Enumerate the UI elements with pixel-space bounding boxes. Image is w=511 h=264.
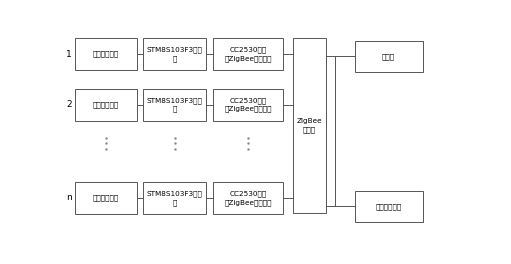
Text: 监测水传感器: 监测水传感器: [92, 51, 119, 57]
Bar: [143, 182, 206, 214]
Text: 数据库服务器: 数据库服务器: [376, 203, 402, 210]
Text: 1: 1: [66, 50, 72, 59]
Bar: [355, 41, 423, 72]
Text: 客户端: 客户端: [382, 53, 395, 60]
Bar: [355, 191, 423, 222]
Text: n: n: [66, 194, 72, 202]
Text: STM8S103F3微处
理: STM8S103F3微处 理: [147, 190, 203, 206]
Text: STM8S103F3微处
理: STM8S103F3微处 理: [147, 97, 203, 112]
Text: ZigBee
协调器: ZigBee 协调器: [297, 118, 322, 133]
Text: 监测水传感器: 监测水传感器: [92, 102, 119, 108]
Text: CC2530底板
（ZigBee子节点）: CC2530底板 （ZigBee子节点）: [224, 46, 272, 62]
Bar: [214, 38, 283, 70]
Bar: [143, 89, 206, 121]
Text: CC2530底板
（ZigBee子节点）: CC2530底板 （ZigBee子节点）: [224, 97, 272, 112]
Bar: [214, 89, 283, 121]
Text: 监测水传感器: 监测水传感器: [92, 195, 119, 201]
Bar: [75, 38, 137, 70]
Bar: [75, 89, 137, 121]
Text: 2: 2: [66, 100, 72, 109]
Bar: [75, 182, 137, 214]
Bar: [214, 182, 283, 214]
Bar: [143, 38, 206, 70]
Text: STM8S103F3微处
理: STM8S103F3微处 理: [147, 46, 203, 62]
Text: CC2530底板
（ZigBee子节点）: CC2530底板 （ZigBee子节点）: [224, 190, 272, 206]
Bar: [293, 38, 326, 213]
